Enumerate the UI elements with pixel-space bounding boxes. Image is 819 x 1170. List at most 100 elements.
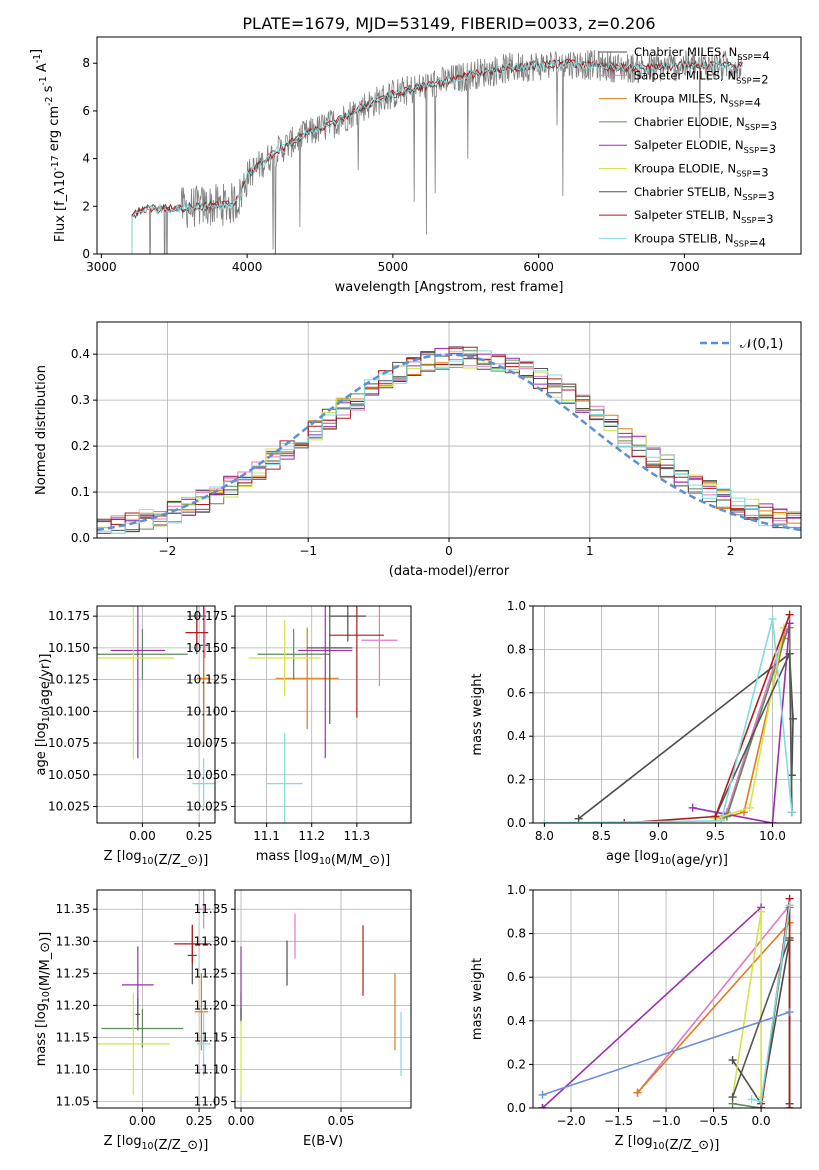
- weight-series: [731, 911, 762, 1098]
- weight-point: [768, 615, 777, 624]
- y-tick-label: 0.2: [71, 439, 90, 453]
- panel-age-vs-mass: 11.1 11.2 11.3 10.025 10.050 10.075 10.100 10.1…: [186, 605, 412, 868]
- label-part: 10: [659, 856, 671, 867]
- x-tick-label: 9.0: [649, 829, 668, 843]
- label-part: (data-model)/error: [389, 564, 510, 579]
- y-tick-label: 10.125: [186, 673, 228, 687]
- x-tick-label: 4000: [232, 260, 263, 274]
- y-axis-label: mass weight: [470, 673, 485, 755]
- x-tick-label: 8.0: [535, 829, 554, 843]
- x-tick-label: 0.25: [186, 829, 213, 843]
- x-axis-label: E(B-V): [303, 1134, 343, 1149]
- y-tick-label: 10.075: [186, 736, 228, 750]
- plot-area: [97, 606, 215, 810]
- gridlines: [533, 605, 801, 824]
- x-tick-label: 0.25: [186, 1114, 213, 1128]
- x-tick-label: 0.00: [129, 829, 156, 843]
- weight-point: [785, 1008, 794, 1017]
- y-tick-label: 11.20: [56, 998, 90, 1012]
- plot-area: [538, 894, 794, 1108]
- weight-series: [542, 1011, 790, 1096]
- label-part: Salpeter MILES, N: [634, 68, 736, 82]
- y-tick-label: 10.025: [48, 800, 90, 814]
- label-part: =3: [760, 119, 777, 133]
- gridlines: [235, 890, 411, 1108]
- panel-weight-vs-Z: −2.0 −1.5 −1.0 −0.5 0.0 0.0 0.2 0.4 0.6 0.8 1.0 Z […: [470, 883, 802, 1153]
- label-part: Z [log: [104, 1134, 142, 1149]
- y-tick-label: 11.20: [194, 998, 228, 1012]
- y-tick-label: 0.0: [507, 1101, 526, 1115]
- plot-area: [540, 610, 798, 823]
- label-part: Chabrier MILES, N: [634, 45, 737, 59]
- label-part: SSP: [744, 145, 759, 155]
- y-tick-label: 1.0: [507, 599, 526, 613]
- label-part: age [log: [34, 722, 49, 775]
- y-tick-label: 10.100: [48, 704, 90, 718]
- label-part: Chabrier ELODIE, N: [634, 115, 745, 129]
- y-tick-label: 0.6: [507, 970, 526, 984]
- y-tick-label: 0: [82, 247, 90, 261]
- y-tick-label: 1.0: [507, 883, 526, 897]
- label-part: =3: [759, 142, 776, 156]
- label-part: Salpeter STELIB, N: [634, 208, 741, 222]
- label-part: =3: [757, 212, 774, 226]
- label-part: 10: [319, 856, 331, 867]
- y-tick-label: 4: [82, 152, 90, 166]
- y-tick-label: 10.050: [48, 768, 90, 782]
- plot-area: [97, 890, 211, 1096]
- panel-mass-vs-Z: 0.00 0.25 11.05 11.10 11.15 11.20 11.25 11.30 11…: [34, 889, 216, 1153]
- weight-series: [578, 652, 794, 820]
- x-axis-label: Z [log10(Z/Z_⊙)]: [615, 1134, 720, 1153]
- label-part: Kroupa ELODIE, N: [634, 162, 736, 176]
- y-tick-label: 11.10: [194, 1063, 228, 1077]
- weight-point: [757, 1097, 766, 1106]
- label-part: wavelength [Angstrom, rest frame]: [335, 280, 564, 295]
- x-tick-label: 7000: [669, 260, 700, 274]
- weight-series: [544, 618, 793, 823]
- label-part: =2: [752, 72, 769, 86]
- weight-point: [787, 808, 796, 817]
- x-tick-label: 3000: [86, 260, 117, 274]
- y-tick-label: 0.4: [507, 1014, 526, 1028]
- y-tick-label: 11.25: [56, 966, 90, 980]
- y-tick-label: 0.0: [507, 816, 526, 830]
- label-part: Z [log: [615, 1134, 653, 1149]
- legend-label: Kroupa STELIB, NSSP=4: [634, 231, 766, 249]
- y-tick-label: 10.050: [186, 768, 228, 782]
- y-tick-label: 11.25: [194, 966, 228, 980]
- x-axis-label: Z [log10(Z/Z_⊙)]: [104, 1134, 209, 1153]
- weight-point: [768, 819, 777, 823]
- label-part: (M/M_⊙)]: [331, 853, 390, 868]
- panel-weight-vs-age: 8.0 8.5 9.0 9.5 10.0 0.0 0.2 0.4 0.6 0.8 1.0 age [l…: [470, 599, 802, 868]
- y-axis-label: mass [log10(M/M_⊙)]: [34, 932, 53, 1067]
- label-part: ]: [29, 49, 44, 54]
- x-axis-label: (data-model)/error: [389, 564, 510, 579]
- y-tick-label: 10.100: [186, 704, 228, 718]
- weight-point: [785, 1104, 794, 1108]
- weight-point: [745, 803, 754, 812]
- y-tick-label: 0.0: [71, 531, 90, 545]
- weight-point: [785, 901, 794, 910]
- x-tick-label: 5000: [378, 260, 409, 274]
- legend-label: Chabrier MILES, NSSP=4: [634, 45, 770, 63]
- label-part: SSP: [737, 52, 752, 62]
- normal-reference-curve: [97, 353, 801, 532]
- weight-series: [726, 627, 787, 813]
- y-axis-label: age [log10(age/yr)]: [34, 654, 53, 776]
- label-part: =4: [749, 235, 766, 249]
- gridlines: [235, 606, 411, 823]
- y-tick-label: 0.8: [507, 927, 526, 941]
- y-tick-label: 8: [82, 56, 90, 70]
- axes-frame: [532, 889, 802, 1109]
- legend-label: Kroupa ELODIE, NSSP=3: [634, 162, 769, 180]
- y-tick-label: 10.075: [48, 736, 90, 750]
- axes-frame: [532, 605, 802, 824]
- weight-point: [711, 812, 720, 821]
- figure-title: PLATE=1679, MJD=53149, FIBERID=0033, z=0…: [242, 14, 655, 33]
- y-tick-label: 11.15: [194, 1030, 228, 1044]
- label-part: -1: [38, 76, 49, 85]
- x-tick-label: 1: [586, 544, 594, 558]
- x-axis-label: mass [log10(M/M_⊙)]: [256, 849, 391, 868]
- y-tick-label: 0.3: [71, 393, 90, 407]
- y-tick-label: 11.05: [194, 1095, 228, 1109]
